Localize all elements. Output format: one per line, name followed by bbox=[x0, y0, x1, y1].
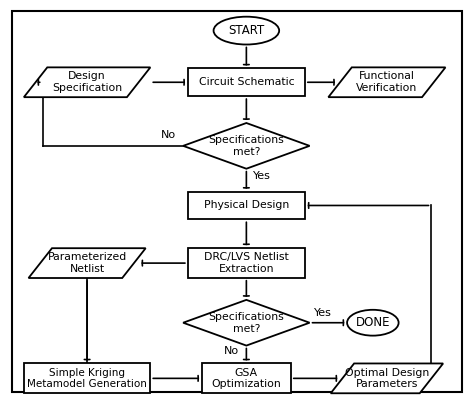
Text: Design
Specification: Design Specification bbox=[52, 71, 122, 93]
Text: Yes: Yes bbox=[254, 170, 271, 181]
Text: Specifications
met?: Specifications met? bbox=[209, 312, 284, 334]
Text: Functional
Verification: Functional Verification bbox=[356, 71, 418, 93]
Text: Physical Design: Physical Design bbox=[204, 200, 289, 210]
FancyBboxPatch shape bbox=[188, 248, 305, 278]
Text: Simple Kriging
Metamodel Generation: Simple Kriging Metamodel Generation bbox=[27, 368, 147, 389]
FancyBboxPatch shape bbox=[24, 364, 150, 393]
Text: START: START bbox=[228, 24, 264, 37]
FancyBboxPatch shape bbox=[188, 69, 305, 96]
FancyBboxPatch shape bbox=[188, 191, 305, 219]
Text: No: No bbox=[224, 345, 239, 355]
Text: Optimal Design
Parameters: Optimal Design Parameters bbox=[345, 368, 429, 389]
Text: DRC/LVS Netlist
Extraction: DRC/LVS Netlist Extraction bbox=[204, 252, 289, 274]
FancyBboxPatch shape bbox=[202, 364, 291, 393]
Text: Circuit Schematic: Circuit Schematic bbox=[199, 77, 294, 87]
Polygon shape bbox=[183, 300, 310, 346]
Polygon shape bbox=[328, 67, 446, 97]
Text: No: No bbox=[161, 130, 176, 140]
Text: Parameterized
Netlist: Parameterized Netlist bbox=[47, 252, 127, 274]
Text: Yes: Yes bbox=[314, 307, 332, 318]
Polygon shape bbox=[28, 248, 146, 278]
Text: Specifications
met?: Specifications met? bbox=[209, 135, 284, 157]
Text: GSA
Optimization: GSA Optimization bbox=[211, 368, 281, 389]
Polygon shape bbox=[331, 364, 443, 393]
Polygon shape bbox=[24, 67, 150, 97]
Ellipse shape bbox=[214, 17, 279, 44]
Polygon shape bbox=[183, 123, 310, 169]
Text: DONE: DONE bbox=[356, 316, 390, 329]
Polygon shape bbox=[12, 11, 462, 392]
Ellipse shape bbox=[347, 310, 399, 336]
